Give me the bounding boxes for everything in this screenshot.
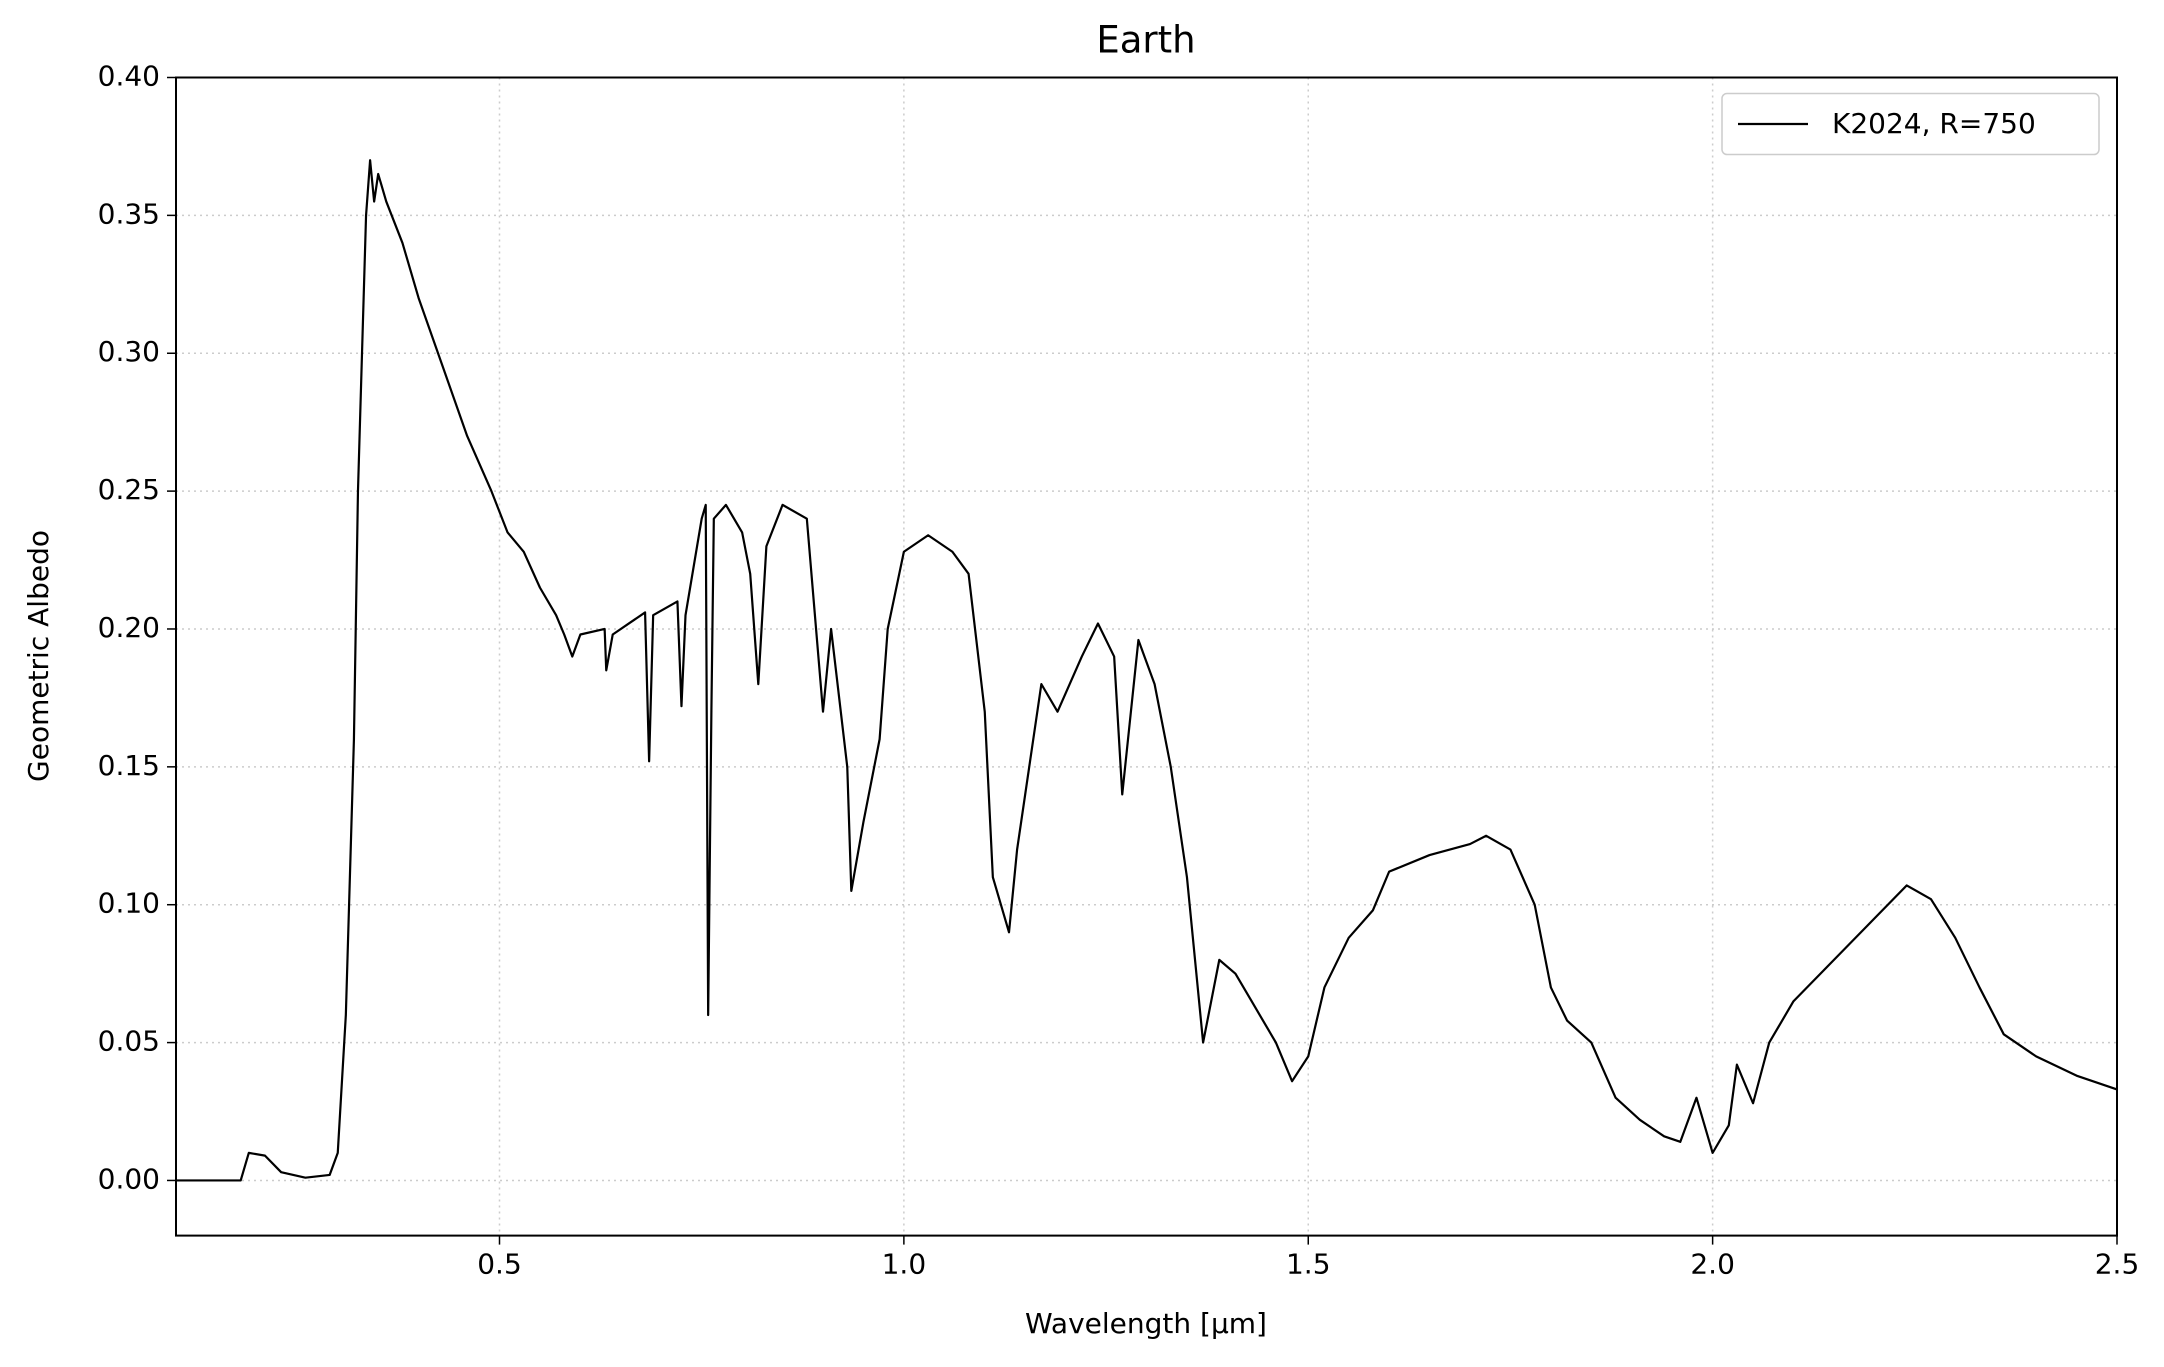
legend-box: [1721, 92, 2100, 156]
x-tick-label: 1.0: [882, 1248, 927, 1281]
x-axis-label: Wavelength [μm]: [1025, 1307, 1267, 1340]
data-line: [176, 159, 2118, 1182]
x-tick-label: 2.0: [1690, 1248, 1735, 1281]
y-tick-label: 0.15: [98, 749, 160, 782]
y-axis-label: Geometric Albedo: [22, 530, 55, 782]
y-tick-label: 0.40: [98, 60, 160, 93]
y-tick-label: 0.35: [98, 197, 160, 230]
y-tick-label: 0.20: [98, 611, 160, 644]
y-tick-label: 0.10: [98, 887, 160, 920]
plot-frame: [175, 76, 2118, 1237]
chart-title: Earth: [1096, 19, 1195, 62]
y-tick-label: 0.30: [98, 335, 160, 368]
y-tick-label: 0.00: [98, 1162, 160, 1195]
x-tick-label: 1.5: [1286, 1248, 1331, 1281]
y-tick-label: 0.25: [98, 473, 160, 506]
x-tick-label: 2.5: [2095, 1248, 2140, 1281]
x-tick-label: 0.5: [477, 1248, 522, 1281]
legend-label: K2024, R=750: [1832, 107, 2036, 140]
y-tick-label: 0.05: [98, 1025, 160, 1058]
